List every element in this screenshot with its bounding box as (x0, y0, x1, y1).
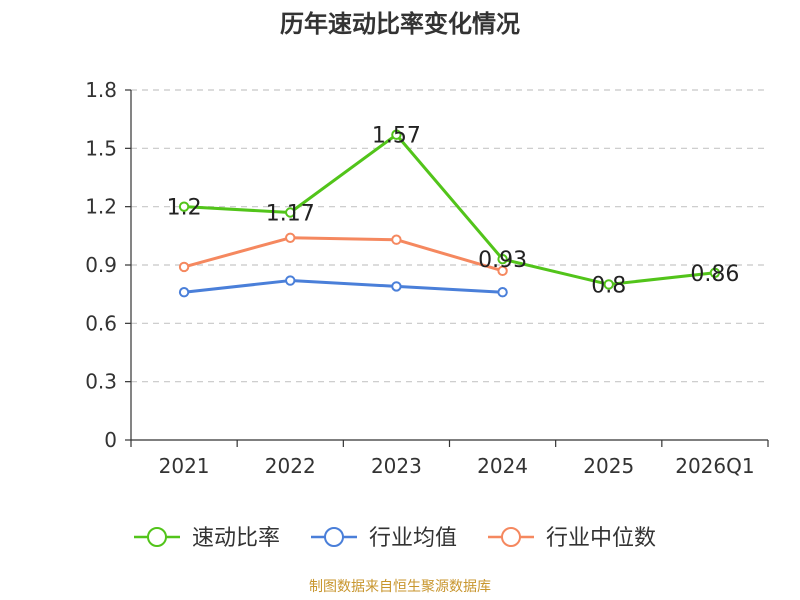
axis-layer: 0 0.3 0.6 0.9 1.2 1.5 1.8 2021 2022 2023 2024 2025 2… (85, 78, 769, 478)
x-tick-label: 2021 (159, 454, 210, 478)
y-tick-label: 1.2 (85, 195, 117, 219)
data-label: 0.8 (591, 273, 626, 298)
y-tick-label: 0.9 (85, 253, 117, 277)
legend-marker-2 (501, 527, 521, 547)
legend-layer: 速动比率 行业均值 行业中位数 (134, 526, 656, 551)
x-tick-label: 2026Q1 (675, 454, 754, 478)
data-label: 0.93 (478, 248, 527, 273)
data-label: 1.2 (167, 196, 202, 221)
x-tick-label: 2023 (371, 454, 422, 478)
data-point (391, 281, 402, 292)
x-tick-label: 2022 (265, 454, 316, 478)
data-point (285, 207, 296, 218)
data-point (391, 234, 402, 245)
series-line-1 (183, 279, 503, 294)
series-line-2 (183, 236, 504, 273)
y-tick-label: 0 (104, 428, 117, 452)
data-point (178, 201, 190, 212)
data-point (497, 253, 508, 265)
label-layer: 1.2 1.17 1.57 0.93 0.8 0.86 (167, 124, 740, 299)
y-tick-label: 1.5 (85, 136, 117, 160)
data-point (391, 129, 402, 140)
source-note: 制图数据来自恒生聚源数据库 (309, 579, 491, 595)
data-point (285, 275, 296, 286)
data-point (497, 287, 508, 298)
legend-label: 行业均值 (369, 526, 457, 551)
data-label: 1.17 (266, 202, 315, 227)
x-tick-label: 2024 (477, 454, 528, 478)
legend-label: 速动比率 (192, 526, 280, 551)
y-tick-label: 0.6 (85, 311, 117, 335)
legend-label: 行业中位数 (546, 526, 656, 551)
data-point (497, 265, 508, 277)
legend-marker-1 (324, 527, 344, 547)
data-point (178, 261, 190, 273)
data-point (709, 267, 721, 278)
data-label: 1.57 (372, 124, 421, 149)
grid-layer (131, 89, 768, 383)
data-point (603, 279, 614, 290)
y-tick-label: 0.3 (85, 370, 117, 394)
data-point (178, 287, 190, 298)
series-line-0 (184, 133, 716, 286)
series-layer (178, 129, 721, 298)
legend-marker-0 (147, 527, 167, 547)
x-tick-label: 2025 (583, 454, 634, 478)
data-point (285, 232, 296, 243)
chart-title: 历年速动比率变化情况 (280, 10, 520, 38)
data-label: 0.86 (690, 262, 739, 287)
y-tick-label: 1.8 (85, 78, 117, 102)
